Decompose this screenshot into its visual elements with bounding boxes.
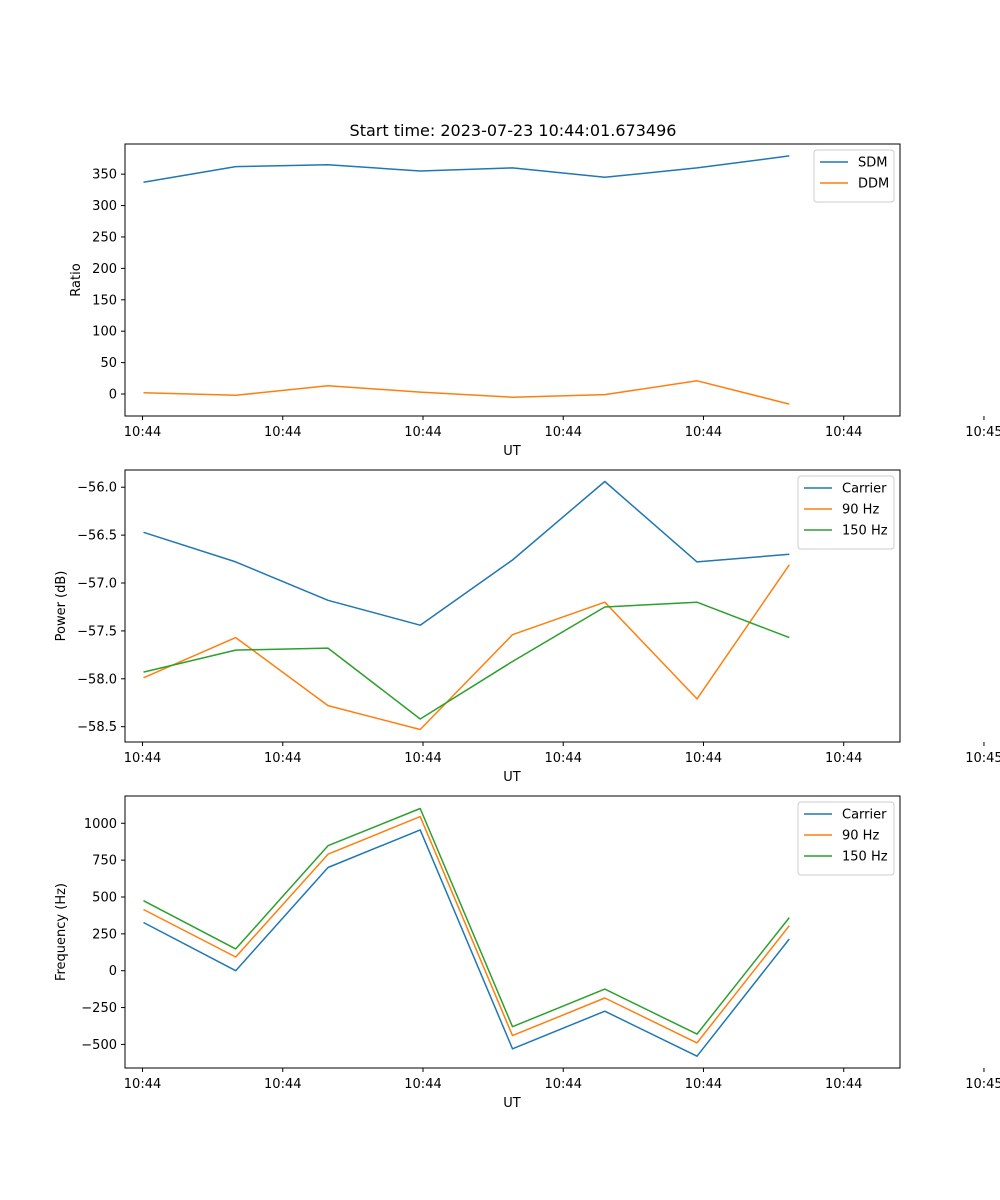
power-xtick-label: 10:44	[124, 751, 161, 766]
frequency-ytick-label: 750	[92, 854, 117, 869]
power-series-90-hz-line	[143, 564, 790, 731]
frequency-x-axis-label: UT	[503, 1096, 521, 1111]
ratio-series-sdm-line	[143, 155, 790, 184]
ratio-legend-label-ddm: DDM	[858, 177, 889, 192]
frequency-xtick-label: 10:44	[124, 1077, 161, 1092]
power-ytick-label: −58.0	[77, 672, 117, 687]
frequency-legend: Carrier 90 Hz 150 Hz	[797, 801, 895, 876]
power-ytick-label: −56.5	[77, 529, 117, 544]
ratio-xtick-label: 10:44	[685, 425, 722, 440]
power-xtick-label: 10:45	[965, 751, 1000, 766]
frequency-ytick-label: 1000	[84, 817, 117, 832]
power-y-axis-label: Power (dB)	[54, 571, 69, 642]
frequency-legend-label-90-hz: 90 Hz	[842, 829, 879, 844]
power-xtick-label: 10:44	[264, 751, 301, 766]
ratio-series-ddm-line	[143, 380, 790, 405]
frequency-xtick-label: 10:44	[404, 1077, 441, 1092]
power-ytick-label: −56.0	[77, 481, 117, 496]
frequency-ytick-label: 500	[92, 890, 117, 905]
frequency-ytick-label: −250	[81, 1001, 117, 1016]
ratio-ytick-label: 200	[92, 262, 117, 277]
ratio-ytick-label: 250	[92, 230, 117, 245]
frequency-ytick-label: −500	[81, 1038, 117, 1053]
ratio-legend-label-sdm: SDM	[858, 156, 887, 171]
ratio-xtick-label: 10:44	[545, 425, 582, 440]
ratio-xtick-label: 10:44	[404, 425, 441, 440]
power-series-150-hz-line	[143, 601, 790, 720]
power-legend: Carrier 90 Hz 150 Hz	[797, 475, 895, 550]
power-series-carrier-line	[143, 480, 790, 626]
ratio-ytick-label: 0	[109, 388, 117, 403]
ratio-panel: 0 50 100 150 200 250 300 350 10:44 10:44 10:44 10:4…	[69, 143, 1000, 459]
power-xtick-label: 10:44	[685, 751, 722, 766]
power-ytick-label: −57.5	[77, 624, 117, 639]
figure-title: Start time: 2023-07-23 10:44:01.673496	[350, 121, 677, 140]
frequency-xtick-label: 10:45	[965, 1077, 1000, 1092]
ratio-xtick-label: 10:45	[965, 425, 1000, 440]
frequency-xtick-label: 10:44	[545, 1077, 582, 1092]
frequency-legend-label-carrier: Carrier	[842, 808, 887, 823]
frequency-y-axis-label: Frequency (Hz)	[54, 883, 69, 981]
frequency-series-carrier-line	[143, 829, 790, 1057]
frequency-ytick-label: 0	[109, 964, 117, 979]
frequency-ytick-label: 250	[92, 927, 117, 942]
frequency-xtick-label: 10:44	[264, 1077, 301, 1092]
frequency-legend-label-150-hz: 150 Hz	[842, 850, 888, 865]
frequency-xtick-label: 10:44	[825, 1077, 862, 1092]
ratio-ytick-label: 300	[92, 199, 117, 214]
ratio-xtick-label: 10:44	[264, 425, 301, 440]
power-legend-label-90-hz: 90 Hz	[842, 503, 879, 518]
ratio-legend-box	[813, 149, 895, 203]
power-legend-label-150-hz: 150 Hz	[842, 524, 888, 539]
power-xtick-label: 10:44	[404, 751, 441, 766]
ratio-xtick-label: 10:44	[124, 425, 161, 440]
ratio-ytick-label: 350	[92, 168, 117, 183]
ratio-ytick-label: 50	[100, 356, 117, 371]
ratio-plot-frame	[124, 143, 901, 417]
frequency-series-90-hz-line	[143, 815, 790, 1044]
power-ytick-label: −57.0	[77, 577, 117, 592]
power-panel: −58.5 −58.0 −57.5 −57.0 −56.5 −56.0 10:44 10:44…	[54, 469, 1000, 785]
ratio-xtick-label: 10:44	[825, 425, 862, 440]
power-ytick-label: −58.5	[77, 720, 117, 735]
power-xtick-label: 10:44	[825, 751, 862, 766]
frequency-plot-frame	[124, 795, 901, 1069]
frequency-xtick-label: 10:44	[685, 1077, 722, 1092]
ratio-y-axis-label: Ratio	[69, 263, 84, 296]
ratio-x-axis-label: UT	[503, 444, 521, 459]
frequency-panel: −500 −250 0 250 500 750 1000 10:44 10:44 10:44 10:…	[54, 795, 1000, 1111]
power-legend-label-carrier: Carrier	[842, 482, 887, 497]
ratio-legend: SDM DDM	[813, 149, 895, 203]
ratio-ytick-label: 100	[92, 325, 117, 340]
frequency-series-150-hz-line	[143, 807, 790, 1035]
power-x-axis-label: UT	[503, 770, 521, 785]
power-plot-frame	[124, 469, 901, 743]
ratio-ytick-label: 150	[92, 293, 117, 308]
power-xtick-label: 10:44	[545, 751, 582, 766]
